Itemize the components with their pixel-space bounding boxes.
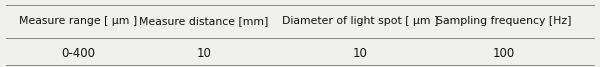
Text: Sampling frequency [Hz]: Sampling frequency [Hz] <box>436 16 572 26</box>
Text: Measure range [ μm ]: Measure range [ μm ] <box>19 16 137 26</box>
Text: 0-400: 0-400 <box>61 47 95 60</box>
Text: Measure distance [mm]: Measure distance [mm] <box>139 16 269 26</box>
Text: 10: 10 <box>353 47 367 60</box>
Text: Diameter of light spot [ μm ]: Diameter of light spot [ μm ] <box>282 16 438 26</box>
Text: 100: 100 <box>493 47 515 60</box>
Text: 10: 10 <box>197 47 211 60</box>
